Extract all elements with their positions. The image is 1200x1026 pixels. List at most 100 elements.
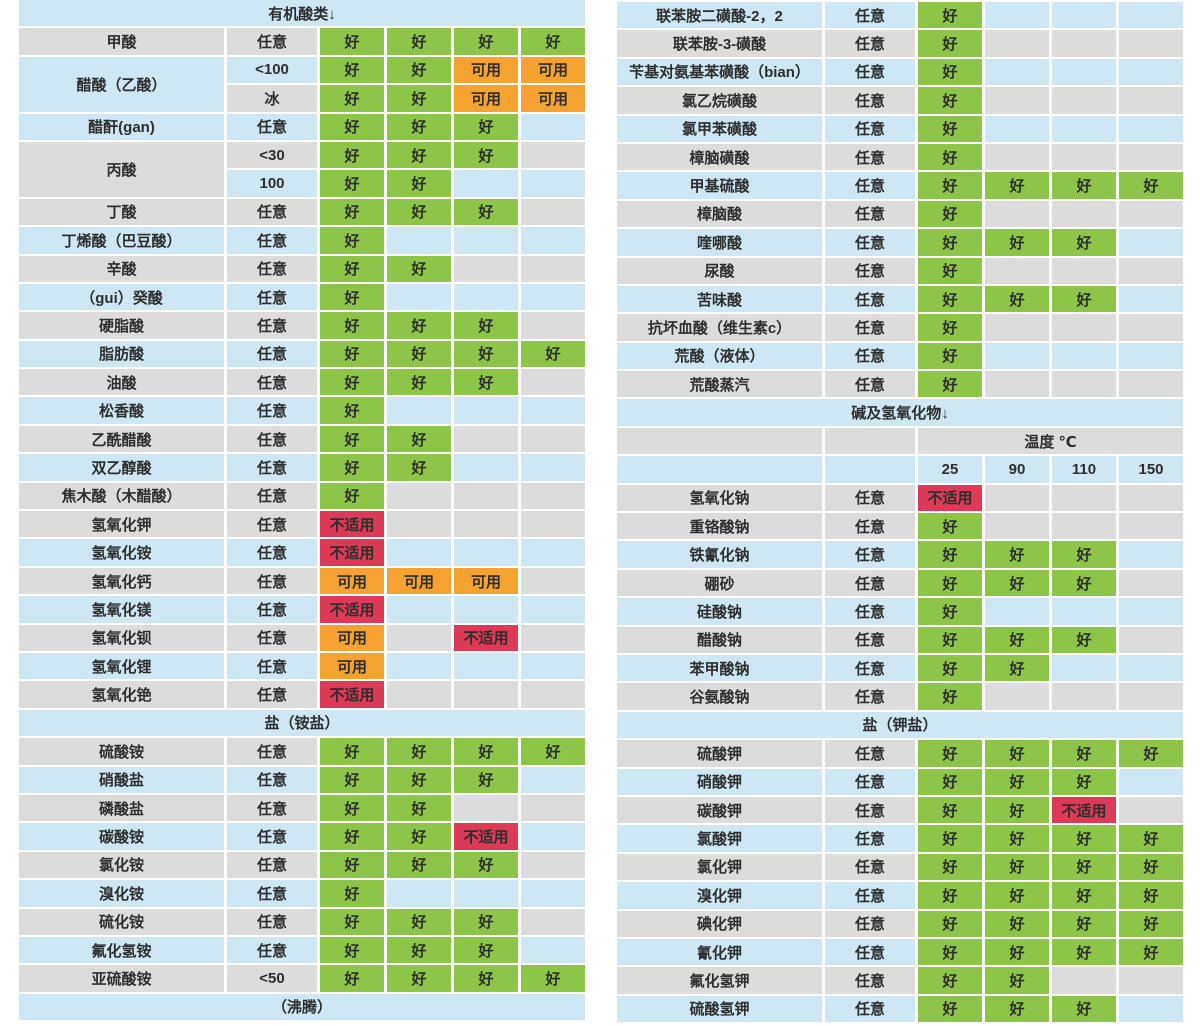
rating-cell: 好 [320, 255, 384, 282]
table-row: 硫酸钾 任意好好好好 [617, 740, 1183, 767]
rating-cell: 好 [320, 454, 384, 481]
chemical-name-cell: 氯酸钾 [617, 825, 822, 852]
table-row: 硫化铵 任意好好好 [19, 908, 585, 935]
table-row: 冰好好可用 可用 [19, 85, 585, 112]
rating-cell: 好 [454, 340, 518, 368]
empty-rating-cell [1052, 87, 1116, 114]
empty-concentration-cell [825, 456, 915, 483]
table-row: 碘化钾 任意好好好好 [617, 910, 1183, 937]
concentration-cell: 任意 [825, 314, 915, 341]
empty-rating-cell [521, 511, 585, 538]
rating-cell: 可用 [521, 85, 585, 112]
chemical-name-cell: 甲酸 [19, 28, 224, 55]
empty-rating-cell [985, 257, 1049, 284]
concentration-cell: 任意 [825, 768, 915, 795]
rating-cell: 好 [320, 340, 384, 368]
empty-rating-cell [521, 255, 585, 282]
table-row: 重铬酸钠 任意好 [617, 513, 1183, 540]
empty-rating-cell [1119, 569, 1183, 597]
rating-cell: 好 [320, 28, 384, 55]
chemical-name-cell: 硫酸氢钾 [617, 995, 822, 1023]
rating-cell: 好 [387, 851, 451, 879]
empty-rating-cell [985, 513, 1049, 540]
empty-rating-cell [1119, 484, 1183, 512]
concentration-cell: 任意 [227, 255, 317, 282]
concentration-cell: <30 [227, 141, 317, 169]
concentration-cell: 任意 [227, 340, 317, 368]
concentration-cell: 任意 [825, 882, 915, 909]
rating-cell: 好 [985, 995, 1049, 1023]
rating-cell: 好 [387, 369, 451, 396]
empty-rating-cell [454, 255, 518, 282]
empty-rating-cell [454, 454, 518, 481]
table-row: 硬脂酸 任意好好好 [19, 312, 585, 339]
concentration-cell: 任意 [825, 825, 915, 852]
rating-cell: 好 [985, 740, 1049, 767]
empty-rating-cell [1119, 598, 1183, 625]
chemical-name-cell: 喹哪酸 [617, 229, 822, 256]
table-row: 硅酸钠 任意好 [617, 598, 1183, 625]
empty-rating-cell [521, 766, 585, 793]
chemical-name-cell: 焦木酸（木醋酸） [19, 482, 224, 510]
chemical-name-cell: 硅酸钠 [617, 598, 822, 625]
empty-rating-cell [985, 598, 1049, 625]
table-row: 盐（钾盐） [617, 711, 1183, 739]
rating-cell: 好 [985, 967, 1049, 994]
table-row: 硫酸氢钾 任意好好好 [617, 995, 1183, 1023]
empty-rating-cell [1052, 967, 1116, 994]
rating-cell: 可用 [320, 624, 384, 651]
concentration-cell: 任意 [227, 425, 317, 453]
concentration-cell: 任意 [825, 938, 915, 966]
chemical-name-cell: 双乙醇酸 [19, 454, 224, 481]
chemical-name-cell: 氯甲苯磺酸 [617, 115, 822, 142]
table-row: 尿酸 任意好 [617, 257, 1183, 284]
empty-rating-cell [1052, 200, 1116, 228]
rating-cell: 好 [918, 825, 982, 852]
concentration-cell: 任意 [227, 681, 317, 708]
empty-rating-cell [454, 794, 518, 822]
chemical-name-cell: 乙酰醋酸 [19, 425, 224, 453]
empty-rating-cell [521, 652, 585, 680]
rating-cell: 好 [918, 257, 982, 284]
empty-rating-cell [1119, 371, 1183, 398]
rating-cell: 好 [387, 170, 451, 197]
empty-rating-cell [1052, 2, 1116, 29]
note-cell: （沸腾） [19, 993, 585, 1021]
rating-cell: 好 [387, 28, 451, 55]
empty-rating-cell [1119, 200, 1183, 228]
rating-cell: 好 [320, 198, 384, 226]
empty-name-cell [617, 456, 822, 483]
temperature-value-cell: 150 [1119, 456, 1183, 483]
empty-rating-cell [387, 539, 451, 566]
rating-cell: 好 [1119, 853, 1183, 881]
rating-cell: 好 [918, 58, 982, 86]
table-row: 磷酸盐 任意好好 [19, 794, 585, 822]
chemical-name-cell: 荒酸蒸汽 [617, 371, 822, 398]
chemical-name-cell: 硝酸盐 [19, 766, 224, 793]
rating-cell: 好 [985, 229, 1049, 256]
chemical-name-cell: 脂肪酸 [19, 340, 224, 368]
chemical-name-cell: 氯乙烷磺酸 [617, 87, 822, 114]
empty-rating-cell [387, 482, 451, 510]
chemical-name-cell: 氢氧化钾 [19, 511, 224, 538]
rating-cell: 好 [454, 312, 518, 339]
rating-cell: 好 [320, 227, 384, 254]
compat-table-left: 有机酸类↓ 甲酸 任意好好好好醋酸（乙酸） <100 好好可用 可用冰好好可用 可用 醋酐(g… [16, 0, 588, 1022]
rating-cell: 好 [1052, 569, 1116, 597]
chemical-name-cell: 油酸 [19, 369, 224, 396]
rating-cell: 好 [387, 908, 451, 935]
table-row: 氯化钾 任意好好好好 [617, 853, 1183, 881]
concentration-cell: 任意 [825, 58, 915, 86]
rating-cell: 好 [985, 654, 1049, 682]
empty-rating-cell [521, 397, 585, 424]
empty-rating-cell [454, 482, 518, 510]
empty-rating-cell [1119, 683, 1183, 710]
concentration-cell: 任意 [227, 369, 317, 396]
rating-cell: 好 [320, 56, 384, 84]
section-header-cell: 盐（铵盐） [19, 709, 585, 737]
rating-cell: 好 [387, 85, 451, 112]
concentration-cell: 任意 [227, 312, 317, 339]
table-row: 丙酸 <30 好好好 [19, 141, 585, 197]
table-row: 抗坏血酸（维生素c） 任意好 [617, 314, 1183, 341]
